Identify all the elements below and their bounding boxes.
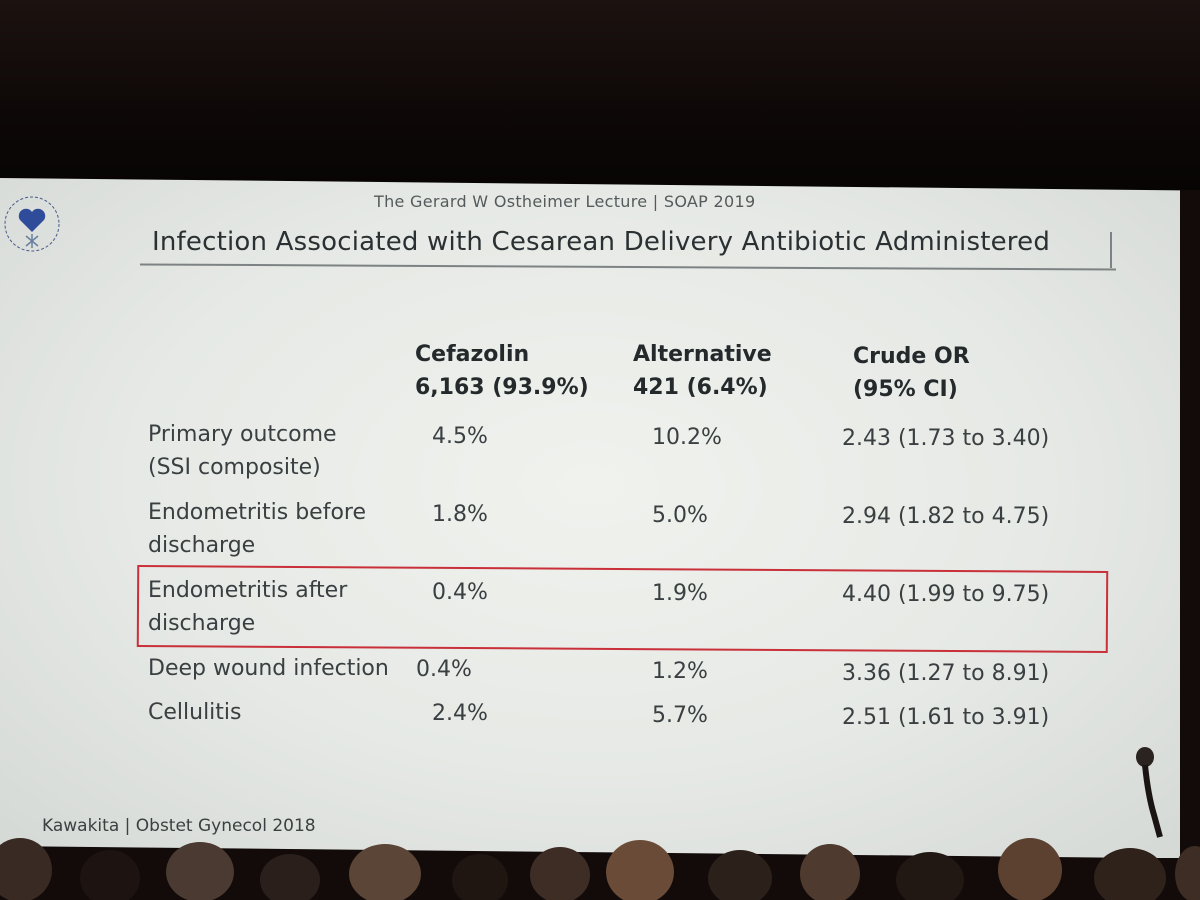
column-header-crude-or: Crude OR (95% CI) <box>853 340 970 406</box>
row-label-line: (SSI composite) <box>148 455 321 480</box>
cell-crude-or: 2.94 (1.82 to 4.75) <box>842 504 1050 529</box>
slide-citation: Kawakita | Obstet Gynecol 2018 <box>42 816 316 836</box>
column-header-line: Crude OR <box>853 344 970 369</box>
cell-cefazolin: 1.8% <box>432 502 488 527</box>
cell-cefazolin: 0.4% <box>432 580 488 605</box>
cell-crude-or: 2.43 (1.73 to 3.40) <box>842 426 1050 451</box>
audience-silhouette <box>0 838 1200 900</box>
slide-header: The Gerard W Ostheimer Lecture | SOAP 20… <box>374 192 756 211</box>
row-label-primary-outcome: Primary outcome (SSI composite) <box>148 418 337 484</box>
cell-crude-or: 3.36 (1.27 to 8.91) <box>842 661 1050 686</box>
cell-alternative: 5.7% <box>652 703 708 728</box>
column-header-line: 421 (6.4%) <box>633 375 768 400</box>
medical-center-logo <box>4 196 60 252</box>
cell-crude-or: 4.40 (1.99 to 9.75) <box>842 582 1050 607</box>
row-label-cellulitis: Cellulitis <box>148 700 242 725</box>
room-background <box>0 0 1200 190</box>
column-header-line: Cefazolin <box>415 342 530 367</box>
row-label-line: discharge <box>148 533 256 558</box>
column-header-line: (95% CI) <box>853 377 958 402</box>
row-label-line: Endometritis after <box>148 578 348 603</box>
row-label-deep-wound: Deep wound infection <box>148 656 389 681</box>
cell-cefazolin: 2.4% <box>432 701 488 726</box>
row-label-line: Endometritis before <box>148 500 367 525</box>
row-label-line: discharge <box>148 611 256 636</box>
column-header-line: Alternative <box>633 342 772 367</box>
title-bracket <box>1110 232 1112 268</box>
slide-title: Infection Associated with Cesarean Deliv… <box>152 227 1051 257</box>
cell-alternative: 10.2% <box>652 425 722 450</box>
row-label-line: Primary outcome <box>148 422 337 447</box>
cell-crude-or: 2.51 (1.61 to 3.91) <box>842 705 1050 730</box>
column-header-line: 6,163 (93.9%) <box>415 375 589 400</box>
cell-cefazolin: 0.4% <box>416 657 472 682</box>
cell-cefazolin: 4.5% <box>432 424 488 449</box>
row-label-endometritis-before: Endometritis before discharge <box>148 496 366 562</box>
row-label-endometritis-after: Endometritis after discharge <box>148 574 347 640</box>
cell-alternative: 5.0% <box>652 503 708 528</box>
cell-alternative: 1.9% <box>652 581 708 606</box>
microphone-icon <box>1136 747 1163 838</box>
column-header-alternative: Alternative 421 (6.4%) <box>633 338 772 404</box>
column-header-cefazolin: Cefazolin 6,163 (93.9%) <box>415 338 589 404</box>
cell-alternative: 1.2% <box>652 659 708 684</box>
